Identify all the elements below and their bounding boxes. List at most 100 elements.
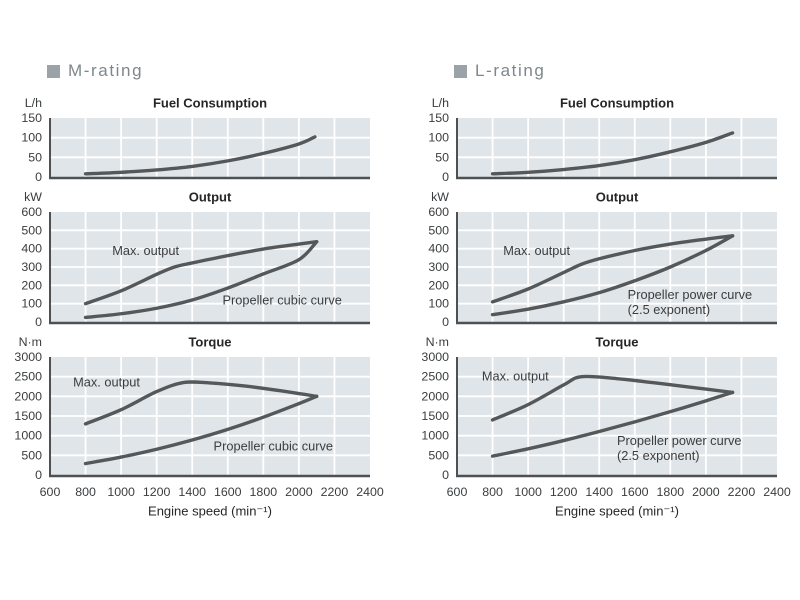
m-torque-y-tick-label: 500 <box>21 448 42 462</box>
m-torque-annotation: Propeller cubic curve <box>214 438 333 453</box>
l-output-y-tick-label: 500 <box>428 223 449 237</box>
x-axis-title: Engine speed (min⁻¹) <box>555 504 679 519</box>
l-output-y-tick-label: 300 <box>428 260 449 274</box>
l-output-annotation: Propeller power curve <box>628 287 752 302</box>
l-rating-header: L-rating <box>454 61 545 81</box>
l-torque-y-tick-label: 1500 <box>421 409 449 423</box>
m-output-y-tick-label: 500 <box>21 223 42 237</box>
l-torque-y-tick-label: 2500 <box>421 370 449 384</box>
m-output-y-tick-label: 0 <box>35 315 42 329</box>
m-output-y-tick-label: 100 <box>21 297 42 311</box>
l-output-y-tick-label: 100 <box>428 297 449 311</box>
x-tick-label: 1600 <box>621 485 649 499</box>
l-torque-propeller_power-curve <box>490 390 735 458</box>
l-torque-title: Torque <box>595 335 638 350</box>
x-tick-label: 2400 <box>763 485 791 499</box>
x-tick-label: 2000 <box>692 485 720 499</box>
x-tick-label: 800 <box>482 485 503 499</box>
x-tick-label: 1800 <box>657 485 685 499</box>
m-fuel-y-tick-label: 100 <box>21 131 42 145</box>
m-output-y-tick-label: 600 <box>21 205 42 219</box>
m-fuel-y-tick-label: 150 <box>21 111 42 125</box>
l-output-y-tick-label: 0 <box>442 315 449 329</box>
m-output-title: Output <box>189 190 232 205</box>
l-output-y-tick-label: 200 <box>428 278 449 292</box>
l-torque-annotation: Propeller power curve <box>617 433 741 448</box>
section-marker-icon <box>47 64 60 78</box>
m-output-annotation: Propeller cubic curve <box>222 293 342 308</box>
x-tick-label: 2400 <box>356 485 384 499</box>
l-output-unit-label: kW <box>431 190 449 204</box>
l-fuel-unit-label: L/h <box>432 96 449 110</box>
m-fuel-y-tick-label: 50 <box>28 150 42 164</box>
l-output-annotation: (2.5 exponent) <box>628 302 711 317</box>
l-torque-y-tick-label: 0 <box>442 468 449 482</box>
m-torque-max_output-curve <box>83 380 319 426</box>
x-tick-label: 1400 <box>585 485 613 499</box>
x-tick-label: 2000 <box>285 485 313 499</box>
l-fuel-y-tick-label: 100 <box>428 131 449 145</box>
x-tick-label: 1000 <box>514 485 542 499</box>
l-output-max_output-curve <box>490 234 735 304</box>
x-axis-title: Engine speed (min⁻¹) <box>148 504 272 519</box>
l-torque-unit-label: N·m <box>426 335 449 349</box>
section-title: M-rating <box>68 61 144 80</box>
l-torque-max_output-curve <box>490 374 735 422</box>
l-torque-y-tick-label: 500 <box>428 448 449 462</box>
m-output-unit-label: kW <box>24 190 42 204</box>
l-output-y-tick-label: 600 <box>428 205 449 219</box>
m-rating-header: M-rating <box>47 61 143 81</box>
m-fuel-plot-area <box>50 118 370 177</box>
l-torque-y-tick-label: 1000 <box>421 429 449 443</box>
x-tick-label: 2200 <box>321 485 349 499</box>
l-output-y-tick-label: 400 <box>428 242 449 256</box>
l-fuel-plot-area <box>457 118 777 177</box>
m-torque-y-tick-label: 2000 <box>14 389 42 403</box>
x-tick-label: 600 <box>40 485 61 499</box>
m-torque-y-tick-label: 0 <box>35 468 42 482</box>
l-output-annotation: Max. output <box>503 243 570 258</box>
m-torque-propeller_cubic-curve <box>83 394 319 466</box>
m-output-y-tick-label: 200 <box>21 278 42 292</box>
m-torque-title: Torque <box>188 335 231 350</box>
l-torque-y-tick-label: 2000 <box>421 389 449 403</box>
l-output-propeller_power-curve <box>490 234 735 317</box>
section-title: L-rating <box>475 61 546 80</box>
m-torque-y-tick-label: 2500 <box>14 370 42 384</box>
m-torque-y-tick-label: 3000 <box>14 350 42 364</box>
x-tick-label: 1000 <box>107 485 135 499</box>
m-output-annotation: Max. output <box>112 243 179 258</box>
m-output-propeller_cubic-curve <box>83 240 319 320</box>
m-torque-y-tick-label: 1500 <box>14 409 42 423</box>
x-tick-label: 1200 <box>550 485 578 499</box>
x-tick-label: 1400 <box>178 485 206 499</box>
l-fuel-y-tick-label: 150 <box>428 111 449 125</box>
x-tick-label: 800 <box>75 485 96 499</box>
m-torque-y-tick-label: 1000 <box>14 429 42 443</box>
m-fuel-unit-label: L/h <box>25 96 42 110</box>
l-rating-section: Fuel Consumption L/h 0 50 100 150 Output kW 0 100… <box>407 0 800 600</box>
m-fuel-title: Fuel Consumption <box>153 96 267 111</box>
l-output-title: Output <box>596 190 639 205</box>
l-torque-y-tick-label: 3000 <box>421 350 449 364</box>
m-torque-unit-label: N·m <box>19 335 42 349</box>
x-tick-label: 1200 <box>143 485 171 499</box>
x-tick-label: 600 <box>447 485 468 499</box>
l-fuel-y-tick-label: 0 <box>442 170 449 184</box>
section-marker-icon <box>454 64 467 78</box>
x-tick-label: 2200 <box>728 485 756 499</box>
m-output-y-tick-label: 300 <box>21 260 42 274</box>
m-rating-section: Fuel Consumption L/h 0 50 100 150 Output kW 0 100… <box>0 0 393 600</box>
l-fuel-y-tick-label: 50 <box>435 150 449 164</box>
x-tick-label: 1800 <box>250 485 278 499</box>
m-torque-annotation: Max. output <box>73 375 140 390</box>
l-rating-charts-canvas: Fuel Consumption L/h 0 50 100 150 Output kW 0 100… <box>421 96 791 519</box>
l-fuel-title: Fuel Consumption <box>560 96 674 111</box>
m-fuel-y-tick-label: 0 <box>35 170 42 184</box>
m-rating-charts-canvas: Fuel Consumption L/h 0 50 100 150 Output kW 0 100… <box>14 96 384 519</box>
l-torque-annotation: Max. output <box>482 368 549 383</box>
l-fuel-fuel_consumption-curve <box>490 131 735 176</box>
m-fuel-fuel_consumption-curve <box>83 135 317 176</box>
x-tick-label: 1600 <box>214 485 242 499</box>
l-torque-annotation: (2.5 exponent) <box>617 448 700 463</box>
